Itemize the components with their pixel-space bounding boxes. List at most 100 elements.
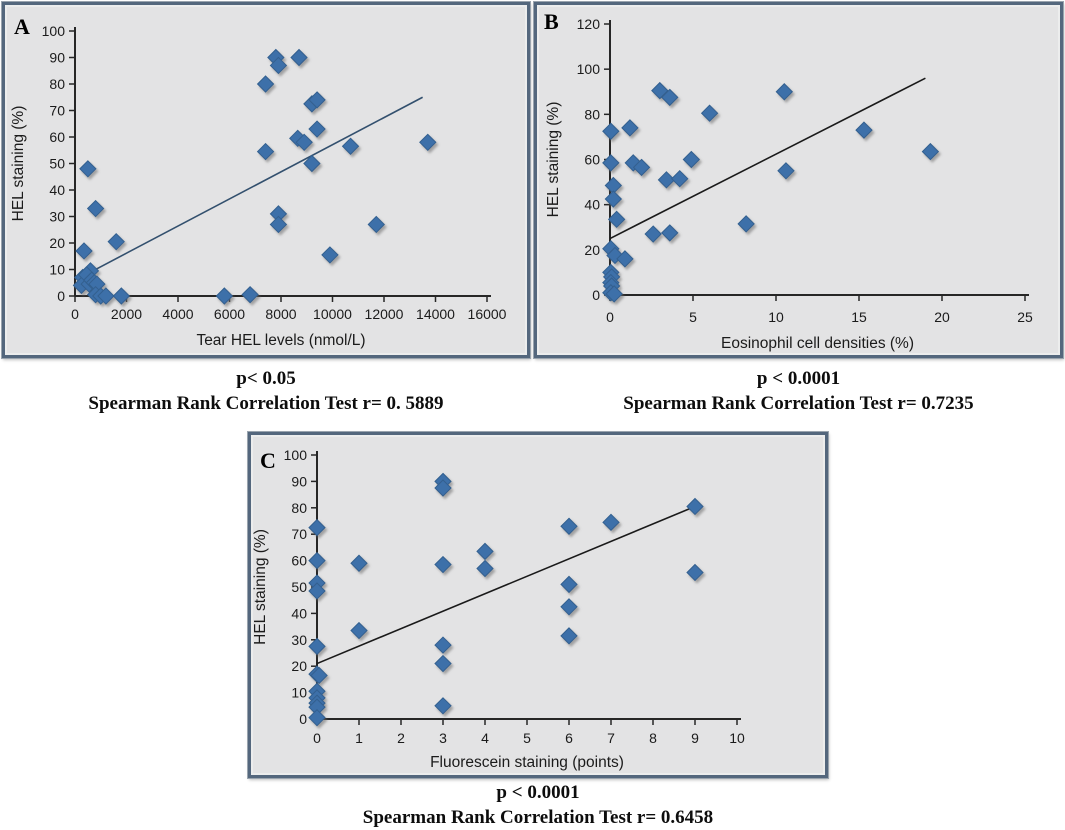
x-tick-label: 0 bbox=[71, 306, 79, 322]
y-tick-label: 30 bbox=[49, 209, 65, 225]
data-point bbox=[308, 91, 326, 109]
x-tick-label: 14000 bbox=[416, 306, 455, 322]
data-point bbox=[644, 225, 662, 243]
y-tick-label: 70 bbox=[291, 526, 307, 542]
data-point bbox=[303, 154, 321, 173]
spearman-result-a: Spearman Rank Correlation Test r= 0. 588… bbox=[88, 393, 444, 414]
x-tick-label: 9 bbox=[691, 730, 699, 746]
data-point bbox=[602, 122, 620, 140]
y-tick-label: 20 bbox=[49, 235, 65, 251]
y-axis-title: HEL staining (%) bbox=[10, 106, 27, 222]
y-axis-title: HEL staining (%) bbox=[253, 529, 269, 645]
data-point bbox=[321, 246, 339, 264]
data-points bbox=[72, 48, 437, 305]
y-tick-label: 100 bbox=[577, 61, 601, 77]
data-point bbox=[560, 575, 578, 594]
p-value-a: p< 0.05 bbox=[236, 368, 296, 389]
x-tick-label: 0 bbox=[606, 309, 614, 325]
scatter-plot-c: 0 1 2 3 4 5 6 7 8 9 100102030405060708090100Fluore… bbox=[253, 447, 745, 771]
y-tick-label: 40 bbox=[291, 605, 307, 621]
panel-c: 0 1 2 3 4 5 6 7 8 9 10 0 10 20 30 40 50 60 70 80 90 100 Fluore… bbox=[248, 432, 828, 778]
y-tick-label: 50 bbox=[291, 579, 307, 595]
data-point bbox=[350, 621, 368, 640]
data-point bbox=[560, 627, 578, 645]
y-tick-label: 120 bbox=[577, 16, 601, 32]
x-tick-label: 5 bbox=[689, 309, 697, 325]
caption-c: p < 0.0001 Spearman Rank Correlation Tes… bbox=[248, 780, 828, 830]
x-tick-label: 16000 bbox=[468, 306, 507, 322]
y-tick-label: 20 bbox=[584, 242, 600, 258]
data-point bbox=[607, 210, 626, 229]
y-tick-label: 20 bbox=[291, 658, 307, 674]
data-point bbox=[686, 563, 704, 582]
x-tick-label: 25 bbox=[1017, 309, 1033, 325]
data-point bbox=[434, 636, 452, 654]
data-point bbox=[308, 637, 326, 656]
x-axis-title: Tear HEL levels (nmol/L) bbox=[196, 332, 365, 349]
data-point bbox=[295, 133, 313, 152]
y-tick-label: 80 bbox=[291, 500, 307, 516]
data-point bbox=[308, 120, 326, 138]
x-tick-label: 5 bbox=[523, 730, 531, 746]
x-tick-label: 6000 bbox=[214, 306, 245, 322]
x-axis-title: Fluorescein staining (points) bbox=[430, 754, 624, 771]
data-point bbox=[632, 158, 651, 177]
trend-line bbox=[90, 96, 423, 273]
x-axis-title: Eosinophil cell densities (%) bbox=[721, 335, 914, 352]
panel-label: C bbox=[260, 448, 276, 473]
data-point bbox=[79, 160, 97, 178]
data-point bbox=[737, 215, 755, 233]
data-point bbox=[605, 285, 623, 303]
y-tick-label: 60 bbox=[49, 129, 65, 145]
y-tick-label: 80 bbox=[49, 76, 65, 92]
data-point bbox=[671, 169, 689, 188]
y-tick-label: 30 bbox=[291, 632, 307, 648]
data-point bbox=[616, 250, 634, 268]
data-point bbox=[86, 199, 105, 218]
x-tick-label: 10 bbox=[768, 309, 784, 325]
x-tick-label: 6 bbox=[565, 730, 573, 746]
data-point bbox=[476, 559, 494, 578]
data-point bbox=[604, 190, 623, 208]
y-tick-label: 80 bbox=[584, 106, 600, 122]
data-point bbox=[308, 551, 326, 570]
data-point bbox=[686, 497, 704, 516]
data-point bbox=[657, 171, 676, 189]
data-point bbox=[651, 81, 669, 100]
data-point bbox=[661, 224, 679, 242]
data-point bbox=[855, 121, 873, 139]
scatter-plot-a: 0 2000 4000 6000 8000 10000 12000 14000 16000 0 10… bbox=[10, 14, 507, 349]
x-tick-label: 1 bbox=[355, 730, 363, 746]
x-tick-label: 4000 bbox=[162, 306, 193, 322]
trend-line bbox=[316, 505, 696, 665]
spearman-result-b: Spearman Rank Correlation Test r= 0.7235 bbox=[623, 393, 974, 414]
caption-a: p< 0.05 Spearman Rank Correlation Test r… bbox=[2, 366, 530, 416]
data-point bbox=[308, 708, 326, 727]
data-point bbox=[476, 542, 494, 561]
data-point bbox=[434, 555, 452, 574]
caption-b: p < 0.0001 Spearman Rank Correlation Tes… bbox=[534, 366, 1063, 416]
data-point bbox=[215, 287, 234, 305]
data-point bbox=[341, 137, 360, 155]
data-point bbox=[308, 582, 326, 600]
data-point bbox=[367, 215, 385, 234]
x-tick-label: 2 bbox=[397, 730, 405, 746]
y-tick-label: 10 bbox=[49, 262, 65, 278]
scatter-plot-b: 0 5 10 15 20 25 0 20 40 60 80 100 120 Eosinophil cell… bbox=[544, 9, 1033, 352]
data-point bbox=[921, 142, 940, 161]
x-tick-label: 3 bbox=[439, 730, 447, 746]
data-point bbox=[560, 598, 578, 616]
panel-a: 0 2000 4000 6000 8000 10000 12000 14000 16000 0 10… bbox=[2, 2, 530, 358]
y-tick-label: 90 bbox=[291, 473, 307, 489]
data-point bbox=[107, 232, 125, 251]
data-point bbox=[290, 48, 308, 67]
data-point bbox=[560, 517, 578, 535]
y-tick-label: 60 bbox=[291, 553, 307, 569]
panel-label: A bbox=[14, 14, 30, 39]
y-tick-label: 100 bbox=[42, 23, 66, 39]
y-tick-label: 40 bbox=[49, 182, 65, 198]
y-tick-label: 10 bbox=[291, 685, 307, 701]
data-point bbox=[434, 479, 452, 497]
data-point bbox=[419, 133, 437, 152]
